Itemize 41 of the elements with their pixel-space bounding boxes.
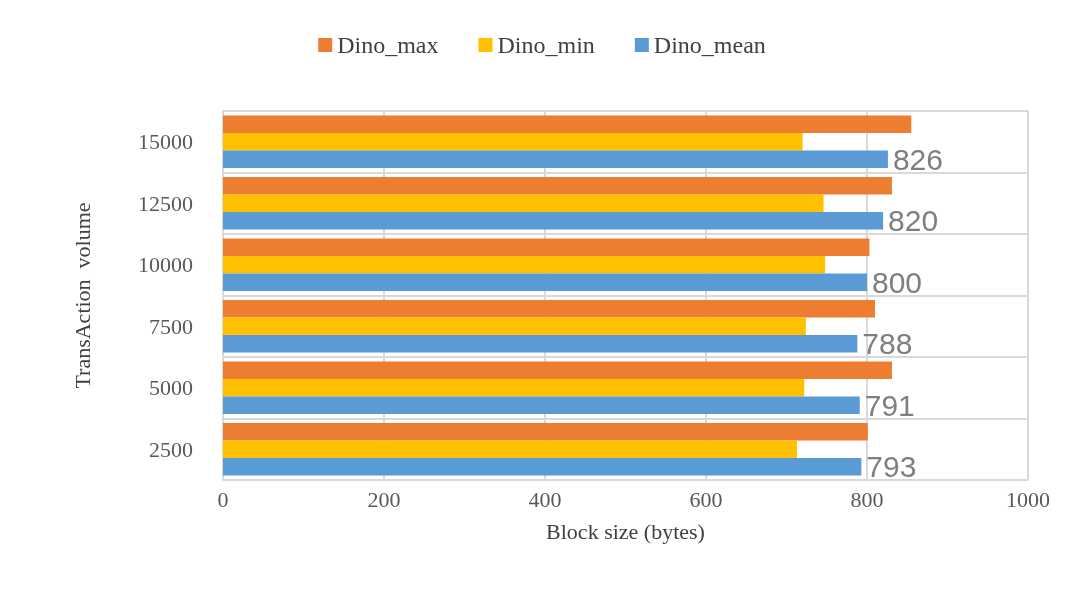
- x-tick-label: 600: [689, 486, 723, 512]
- bar: [223, 273, 867, 291]
- bar: [223, 361, 892, 380]
- bar: [223, 334, 858, 353]
- bar: [223, 194, 824, 212]
- y-tick-label: 2500: [149, 436, 193, 462]
- y-tick-label: 12500: [138, 190, 193, 216]
- y-tick-label: 15000: [138, 129, 193, 155]
- y-tick-label: 5000: [149, 375, 193, 401]
- x-tick-label: 800: [850, 486, 884, 512]
- x-axis-title: Block size (bytes): [546, 518, 705, 544]
- data-label: 800: [872, 265, 923, 299]
- y-tick-label: 7500: [149, 313, 193, 339]
- legend-label: Dino_max: [337, 32, 439, 58]
- data-label: 793: [866, 450, 917, 484]
- bar: [223, 423, 868, 441]
- data-label: 788: [862, 327, 913, 361]
- bar: [223, 256, 826, 274]
- data-label: 826: [892, 142, 943, 176]
- x-tick-label: 0: [217, 486, 229, 512]
- y-axis-title: TransAction volume: [69, 202, 95, 389]
- x-tick-label: 1000: [1006, 486, 1050, 512]
- data-label: 791: [864, 388, 915, 422]
- bar: [223, 238, 870, 257]
- bar: [223, 150, 888, 168]
- bar: [223, 457, 862, 476]
- x-tick-label: 400: [528, 486, 562, 512]
- bar: [223, 396, 860, 414]
- bar: [223, 440, 797, 458]
- bar: [223, 115, 912, 134]
- bar: [223, 133, 803, 151]
- bar: [223, 379, 805, 397]
- bar: [223, 317, 806, 335]
- y-tick-label: 10000: [138, 252, 193, 278]
- bar: [223, 177, 892, 195]
- x-tick-label: 200: [367, 486, 401, 512]
- bar: [223, 211, 884, 230]
- bar: [223, 300, 876, 318]
- data-label: 820: [888, 204, 939, 238]
- legend-label: Dino_min: [497, 32, 595, 58]
- legend-label: Dino_mean: [653, 32, 766, 58]
